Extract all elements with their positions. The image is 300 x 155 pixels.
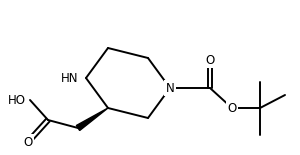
- Text: O: O: [23, 135, 33, 148]
- Text: O: O: [227, 102, 237, 115]
- Polygon shape: [76, 108, 108, 131]
- Text: O: O: [206, 53, 214, 66]
- Text: HN: HN: [61, 71, 78, 84]
- Text: HO: HO: [8, 93, 26, 106]
- Text: N: N: [166, 82, 174, 95]
